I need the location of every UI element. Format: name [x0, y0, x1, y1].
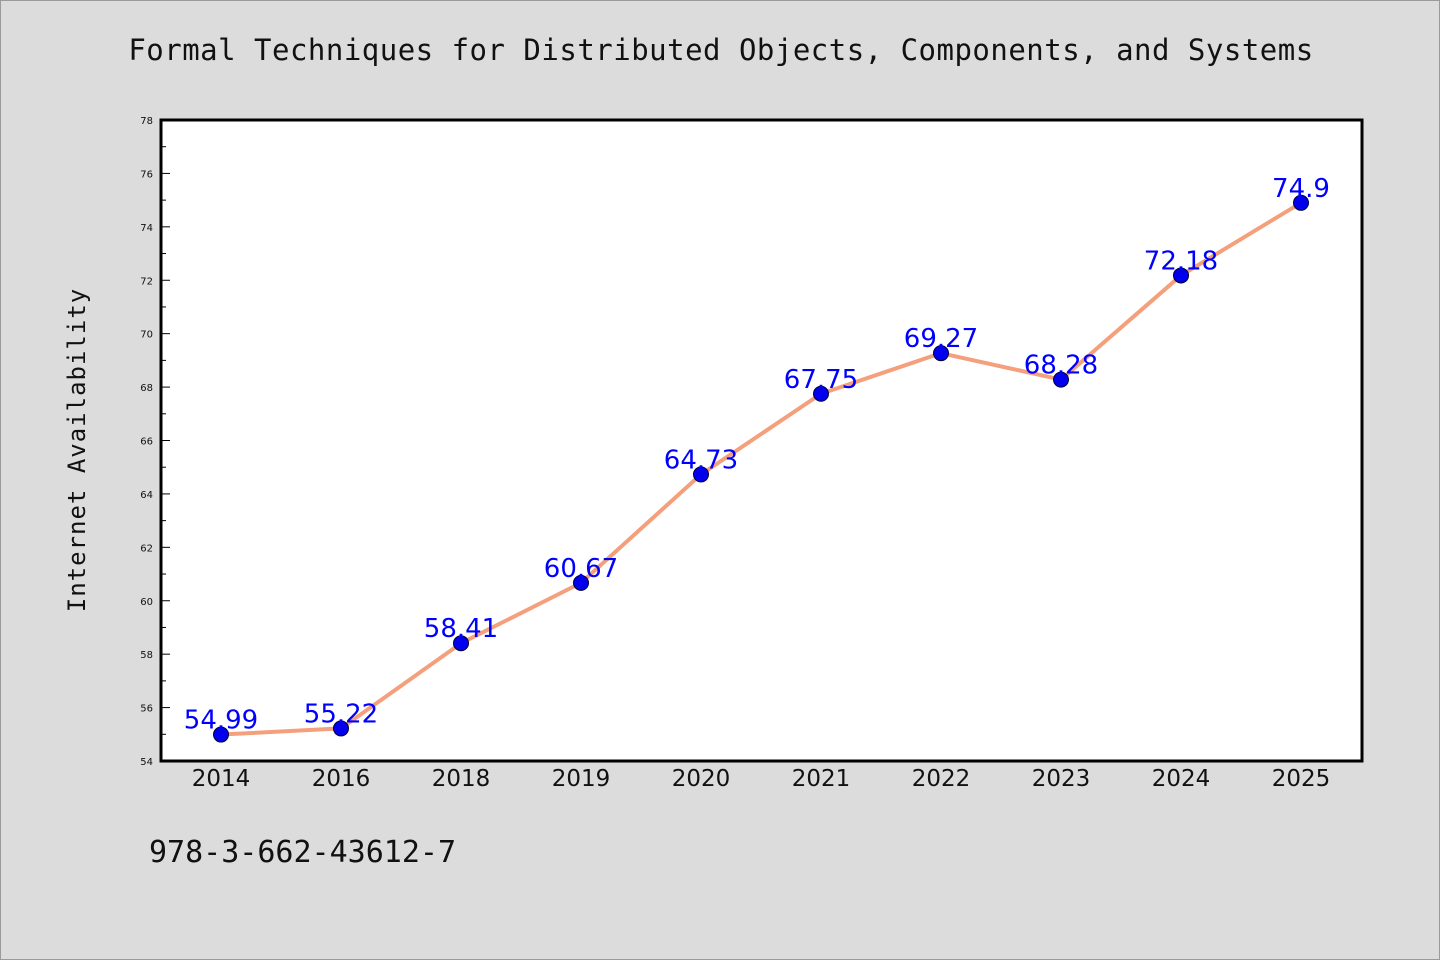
plot-frame [159, 118, 1364, 763]
data-value-label: 72.18 [1144, 246, 1218, 276]
data-value-label: 55.22 [304, 699, 378, 729]
y-tick-label: 78 [140, 116, 153, 127]
data-value-label: 58.41 [424, 614, 498, 644]
x-tick-label: 2014 [192, 766, 251, 792]
x-tick-label: 2024 [1152, 766, 1211, 792]
chart-title: Formal Techniques for Distributed Object… [128, 33, 1314, 67]
x-tick-label: 2020 [672, 766, 731, 792]
data-point [453, 635, 469, 652]
y-tick-label: 68 [140, 383, 153, 394]
isbn-text: 978-3-662-43612-7 [149, 835, 457, 870]
series-line [219, 200, 1303, 737]
data-point [693, 466, 709, 483]
x-tick-label: 2022 [912, 766, 971, 792]
data-value-label: 69.27 [904, 324, 978, 354]
data-point [1173, 267, 1189, 284]
x-tick-label: 2025 [1272, 766, 1331, 792]
data-point [333, 720, 349, 737]
y-tick-label: 56 [140, 704, 153, 715]
y-tick-label: 72 [140, 276, 153, 287]
data-value-label: 67.75 [784, 365, 858, 395]
data-value-label: 60.67 [544, 554, 618, 584]
data-value-label: 68.28 [1024, 351, 1098, 381]
data-value-label: 74.9 [1272, 174, 1330, 204]
x-tick-label: 2023 [1032, 766, 1091, 792]
x-axis: 2014 2016 2018 2019 2020 2021 2022 2023 2024 2025 [192, 766, 1331, 792]
data-value-label: 54.99 [184, 706, 258, 736]
y-tick-label: 54 [140, 757, 153, 768]
y-tick-label: 60 [140, 597, 153, 608]
y-tick-label: 76 [140, 169, 153, 180]
y-axis-title: Internet Availability [63, 288, 91, 612]
y-tick-label: 70 [140, 330, 153, 341]
data-point [813, 385, 829, 402]
data-point [1293, 194, 1309, 211]
data-point [933, 345, 949, 362]
series-markers [213, 194, 1309, 743]
data-labels: 54.99 55.22 58.41 60.67 64.73 67.75 69.27 68.28… [184, 174, 1330, 736]
y-tick-label: 58 [140, 650, 153, 661]
data-value-label: 64.73 [664, 445, 738, 475]
x-tick-label: 2018 [432, 766, 491, 792]
y-tick-label: 74 [140, 223, 153, 234]
x-tick-label: 2021 [792, 766, 851, 792]
data-point [573, 574, 589, 591]
plot-area [161, 120, 1362, 761]
x-tick-label: 2016 [312, 766, 371, 792]
y-tick-label: 64 [140, 490, 153, 501]
data-point [1053, 371, 1069, 388]
y-tick-label: 66 [140, 437, 153, 448]
y-tick-label: 62 [140, 543, 153, 554]
x-tick-label: 2019 [552, 766, 611, 792]
data-point [213, 726, 229, 743]
